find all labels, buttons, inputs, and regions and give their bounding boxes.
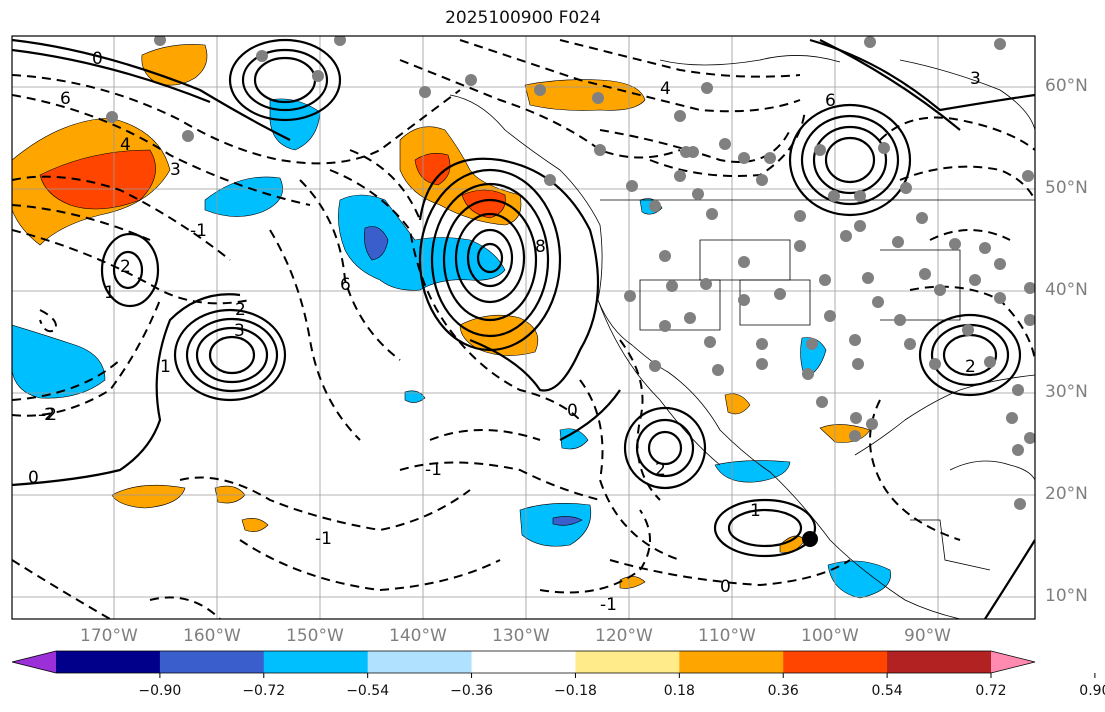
contour-label: -1 — [600, 595, 617, 615]
longitude-label: 140°W — [389, 626, 447, 646]
contour-label: 3 — [170, 160, 181, 180]
longitude-label: 130°W — [492, 626, 550, 646]
colorbar-segment — [263, 651, 369, 673]
cyan-area — [800, 337, 827, 379]
contour-label: 4 — [660, 79, 671, 99]
contour-label: -1 — [190, 221, 207, 241]
colorbar-outline — [11, 650, 1036, 674]
colorbar-segment — [12, 651, 56, 673]
colorbar-tick-label: −0.90 — [138, 683, 182, 699]
latitude-label: 30°N — [1045, 382, 1088, 402]
latitude-label: 20°N — [1045, 484, 1088, 504]
colorbar — [11, 650, 1096, 678]
cyan-area — [559, 428, 589, 450]
contour-label: 3 — [234, 321, 245, 341]
cyan-area — [827, 560, 891, 599]
longitude-label: 90°W — [904, 626, 951, 646]
contour-label: -2 — [40, 405, 57, 425]
contour-label: 0 — [28, 468, 39, 488]
cyan-area — [12, 324, 106, 399]
colorbar-tick-label: 0.54 — [871, 683, 903, 699]
contour-label: 3 — [970, 69, 981, 89]
map-title: 2025100900 F024 — [445, 8, 601, 28]
colorbar-tick-label: 0.90 — [1079, 683, 1105, 699]
contour-label: -1 — [315, 529, 332, 549]
contour-label: -1 — [425, 460, 442, 480]
orange-area — [241, 518, 269, 532]
latitude-label: 10°N — [1045, 586, 1088, 606]
contour-label: 6 — [340, 275, 351, 295]
colorbar-segment — [679, 651, 784, 673]
contour-label: 1 — [104, 283, 115, 303]
contour-label: 1 — [160, 357, 171, 377]
colorbar-segment — [575, 651, 680, 673]
contour-label: -2 — [38, 405, 55, 425]
contour-label: 0 — [92, 49, 103, 69]
cyan-area — [269, 98, 321, 151]
latitude-label: 50°N — [1045, 178, 1088, 198]
colorbar-segment — [783, 651, 888, 673]
contour-label: 2 — [655, 460, 666, 480]
contour-label: 1 — [750, 501, 761, 521]
contour-label: 0 — [567, 401, 578, 421]
cyan-area — [714, 460, 791, 483]
orange-area — [399, 126, 522, 226]
graticule — [12, 36, 1035, 619]
colorbar-tick-label: −0.18 — [553, 683, 597, 699]
colorbar-segment — [471, 651, 576, 673]
colorbar-tick-label: −0.54 — [346, 683, 390, 699]
colorbar-tick-label: 0.72 — [975, 683, 1007, 699]
contour-label: 2 — [235, 300, 246, 320]
longitude-label: 110°W — [698, 626, 756, 646]
colorbar-segment — [887, 651, 992, 673]
latitude-label: 60°N — [1045, 76, 1088, 96]
contour-label: 0 — [720, 577, 731, 597]
cyan-area — [404, 390, 426, 403]
colorbar-tick-label: −0.72 — [242, 683, 286, 699]
contour-label: 4 — [120, 135, 131, 155]
contour-label: 2 — [965, 357, 976, 377]
blue-area — [364, 226, 389, 261]
orange-area — [819, 424, 871, 443]
orange-area — [619, 576, 646, 589]
longitude-label: 150°W — [286, 626, 344, 646]
orange-area — [111, 484, 186, 509]
longitude-label: 100°W — [801, 626, 859, 646]
colorbar-segment — [991, 651, 1035, 673]
contour-label: 6 — [825, 91, 836, 111]
contour-label: 2 — [120, 257, 131, 277]
longitude-label: 120°W — [595, 626, 653, 646]
solid-contours — [12, 38, 1035, 619]
contour-label: 8 — [535, 237, 546, 257]
red-area — [461, 189, 506, 219]
orange-area — [724, 393, 751, 415]
map-frame — [11, 35, 1036, 620]
latitude-label: 40°N — [1045, 280, 1088, 300]
longitude-label: 170°W — [80, 626, 138, 646]
dashed-contours — [12, 39, 1035, 619]
blue-area — [552, 516, 583, 526]
cyan-area — [204, 176, 283, 217]
storm-marker — [802, 531, 818, 547]
longitude-label: 160°W — [183, 626, 241, 646]
colorbar-segment — [367, 651, 473, 673]
colorbar-tick-label: −0.36 — [450, 683, 493, 699]
station-dots — [106, 36, 1035, 510]
colorbar-tick-label: 0.36 — [767, 683, 799, 699]
colorbar-segment — [159, 651, 265, 673]
contour-label: 6 — [60, 89, 71, 109]
red-area — [39, 149, 156, 210]
colorbar-segment — [56, 651, 161, 673]
colorbar-tick-label: 0.18 — [663, 683, 695, 699]
orange-area — [214, 485, 246, 504]
red-area — [414, 153, 451, 186]
